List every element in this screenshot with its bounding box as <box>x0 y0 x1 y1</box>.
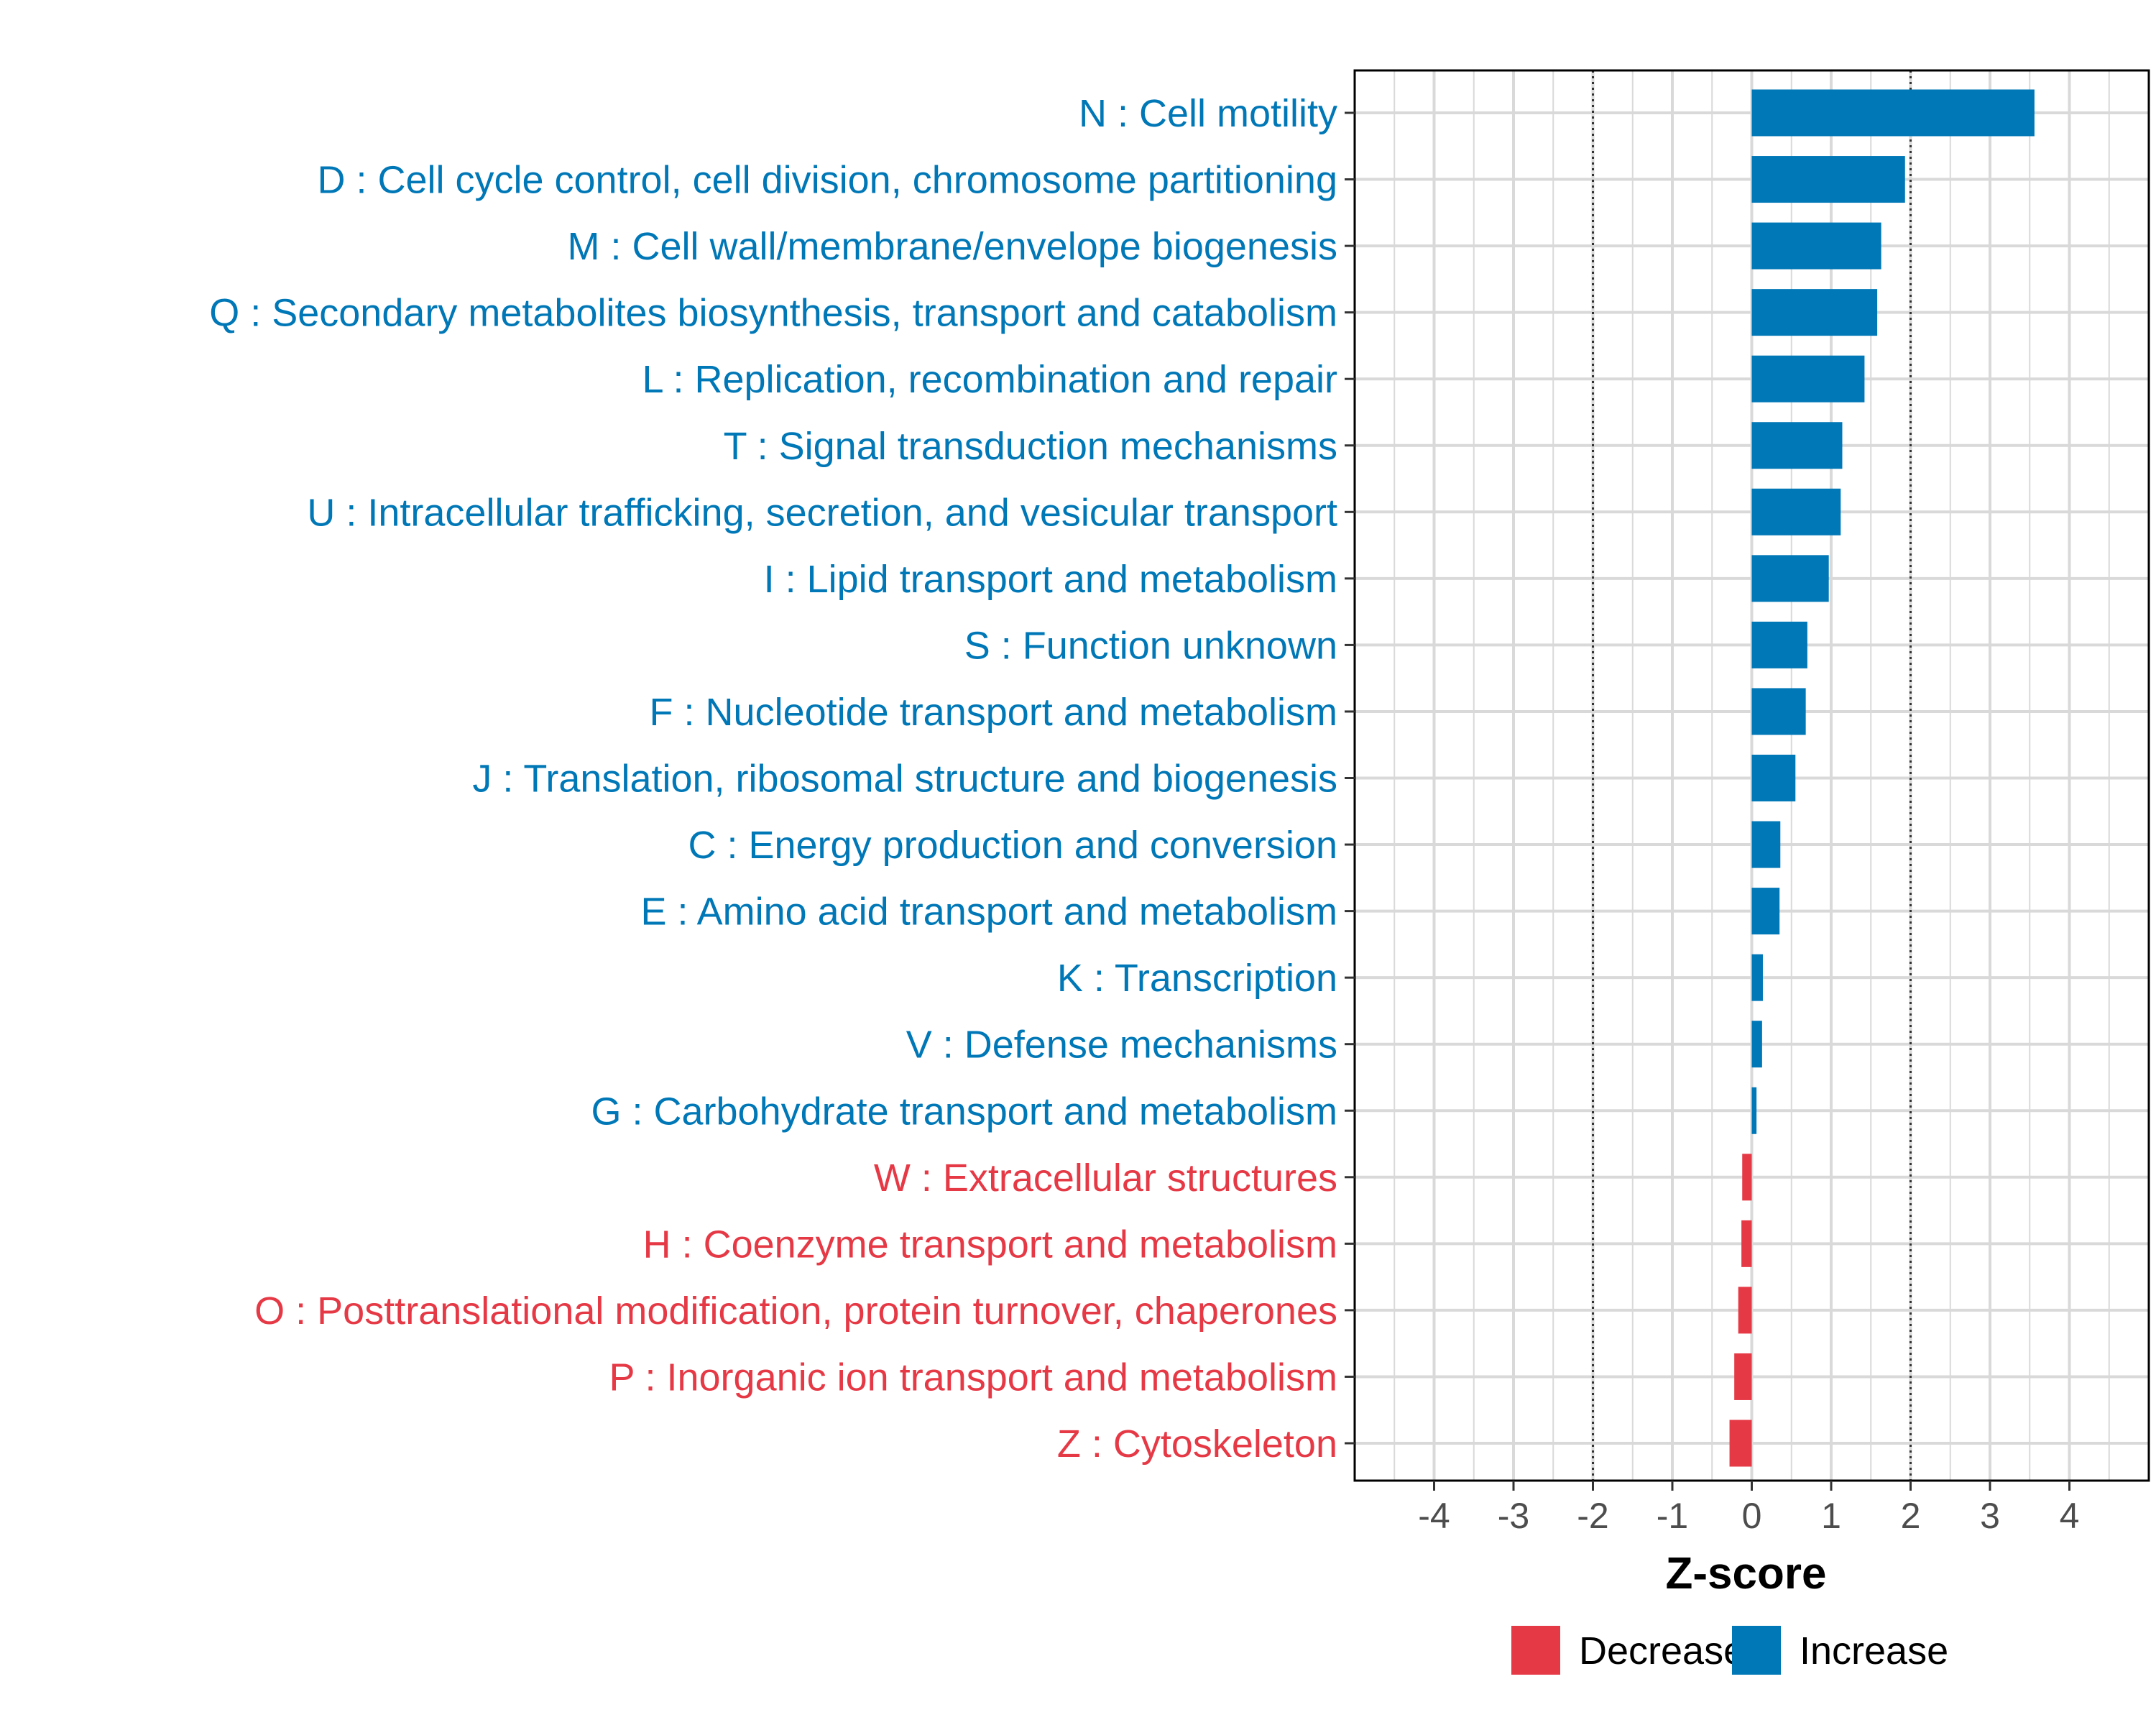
legend-swatch-decrease <box>1511 1626 1560 1675</box>
legend-swatch-increase <box>1732 1626 1781 1675</box>
bar <box>1751 555 1829 602</box>
category-label: Z : Cytoskeleton <box>1057 1422 1337 1466</box>
category-label: T : Signal transduction mechanisms <box>724 425 1337 468</box>
bar <box>1741 1220 1752 1267</box>
category-label: H : Coenzyme transport and metabolism <box>643 1223 1337 1266</box>
category-label: S : Function unknown <box>964 624 1337 667</box>
bar <box>1751 89 2035 137</box>
x-tick-label: 4 <box>2060 1496 2080 1536</box>
bar <box>1729 1420 1752 1467</box>
category-label: K : Transcription <box>1057 957 1337 1000</box>
category-label: E : Amino acid transport and metabolism <box>641 891 1337 934</box>
legend: Decrease Increase <box>1511 1626 1948 1675</box>
category-label: M : Cell wall/membrane/envelope biogenes… <box>567 225 1337 268</box>
x-tick-label: 2 <box>1901 1496 1921 1536</box>
x-tick-label: -3 <box>1498 1496 1529 1536</box>
x-tick-label: -1 <box>1657 1496 1688 1536</box>
x-axis-title: Z-score <box>1666 1549 1827 1598</box>
legend-label-decrease: Decrease <box>1579 1629 1745 1673</box>
y-axis-ticks <box>1345 111 1355 1445</box>
category-label: P : Inorganic ion transport and metaboli… <box>609 1356 1337 1399</box>
bar <box>1751 688 1806 735</box>
bar <box>1734 1353 1752 1400</box>
category-label: N : Cell motility <box>1079 92 1337 135</box>
legend-label-increase: Increase <box>1800 1629 1948 1673</box>
bar <box>1742 1154 1752 1201</box>
bar <box>1751 954 1763 1001</box>
category-label: I : Lipid transport and metabolism <box>764 558 1337 601</box>
category-label: U : Intracellular trafficking, secretion… <box>307 491 1337 534</box>
bar <box>1751 621 1807 668</box>
category-label: L : Replication, recombination and repai… <box>642 358 1337 401</box>
category-label: V : Defense mechanisms <box>906 1024 1337 1067</box>
bar <box>1751 156 1905 203</box>
bar <box>1751 888 1780 935</box>
bar <box>1751 422 1843 469</box>
category-label: C : Energy production and conversion <box>688 824 1337 867</box>
x-tick-label: -2 <box>1577 1496 1608 1536</box>
category-label: O : Posttranslational modification, prot… <box>254 1289 1337 1333</box>
x-tick-label: 1 <box>1821 1496 1841 1536</box>
bar <box>1751 289 1878 336</box>
x-tick-label: 3 <box>1980 1496 2000 1536</box>
category-label: J : Translation, ribosomal structure and… <box>472 758 1337 801</box>
bar <box>1751 821 1781 868</box>
bar <box>1751 1021 1762 1068</box>
category-label: W : Extracellular structures <box>874 1156 1337 1200</box>
bar <box>1751 755 1796 801</box>
bar <box>1751 355 1865 402</box>
category-label: D : Cell cycle control, cell division, c… <box>317 159 1337 202</box>
x-tick-label: -4 <box>1418 1496 1450 1536</box>
x-axis-ticks: -4 -3 -2 -1 0 1 2 3 4 <box>1418 1481 2079 1536</box>
bar <box>1751 488 1841 535</box>
category-label: F : Nucleotide transport and metabolism <box>650 691 1337 734</box>
y-axis-category-labels: N : Cell motility D : Cell cycle control,… <box>209 92 1337 1466</box>
bars <box>1729 89 2035 1467</box>
category-label: G : Carbohydrate transport and metabolis… <box>591 1090 1338 1133</box>
bar <box>1751 1087 1757 1134</box>
x-tick-label: 0 <box>1742 1496 1762 1536</box>
bar <box>1751 222 1881 270</box>
bar <box>1738 1287 1752 1334</box>
category-label: Q : Secondary metabolites biosynthesis, … <box>209 292 1337 335</box>
